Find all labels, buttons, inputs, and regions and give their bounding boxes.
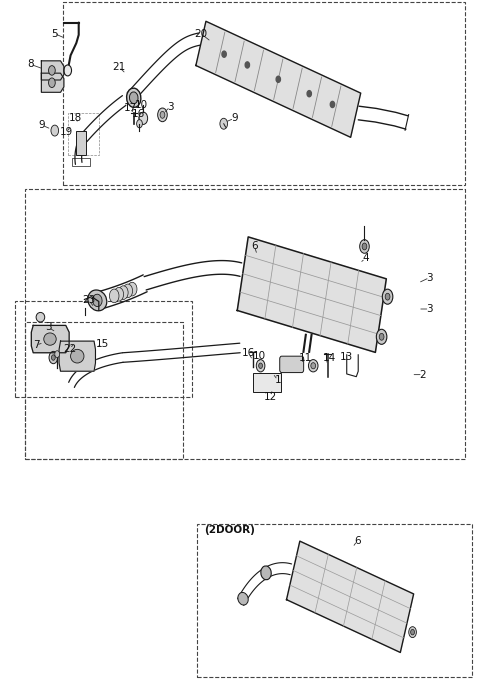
Polygon shape — [59, 341, 96, 371]
Text: 19: 19 — [60, 127, 73, 137]
Text: 9: 9 — [38, 120, 45, 130]
Text: 3: 3 — [426, 273, 433, 282]
Bar — [15, 301, 192, 397]
Text: 18: 18 — [69, 112, 83, 123]
Text: 1: 1 — [275, 375, 281, 385]
Bar — [72, 158, 90, 166]
Ellipse shape — [44, 333, 56, 345]
Circle shape — [48, 66, 55, 75]
Text: 8: 8 — [27, 60, 34, 69]
Circle shape — [259, 363, 263, 369]
Text: 15: 15 — [96, 339, 109, 349]
Ellipse shape — [93, 295, 102, 307]
Text: 14: 14 — [323, 353, 336, 363]
Circle shape — [49, 351, 58, 364]
Text: 3: 3 — [45, 323, 52, 332]
Text: 17: 17 — [124, 103, 137, 113]
FancyBboxPatch shape — [280, 356, 304, 373]
Circle shape — [222, 51, 226, 58]
Circle shape — [160, 112, 165, 119]
Polygon shape — [31, 325, 69, 353]
Circle shape — [123, 284, 132, 298]
Circle shape — [409, 627, 416, 638]
Circle shape — [276, 76, 280, 82]
Ellipse shape — [130, 92, 138, 103]
Polygon shape — [287, 541, 414, 653]
Text: 16: 16 — [132, 109, 145, 119]
Circle shape — [114, 288, 123, 301]
Circle shape — [64, 65, 72, 76]
Text: 20: 20 — [194, 29, 207, 38]
Text: 12: 12 — [264, 392, 277, 401]
Ellipse shape — [261, 566, 271, 580]
Circle shape — [411, 630, 414, 635]
Ellipse shape — [71, 349, 84, 363]
Text: 7: 7 — [33, 340, 39, 350]
Ellipse shape — [88, 290, 107, 311]
Circle shape — [362, 243, 367, 250]
Circle shape — [109, 289, 119, 303]
Circle shape — [376, 329, 387, 345]
Bar — [253, 373, 281, 392]
Text: 6: 6 — [354, 536, 360, 546]
Circle shape — [385, 293, 390, 300]
Text: 3: 3 — [167, 101, 173, 112]
Text: 16: 16 — [242, 349, 255, 358]
Ellipse shape — [238, 593, 248, 605]
Circle shape — [51, 355, 55, 360]
Circle shape — [245, 62, 250, 68]
Polygon shape — [237, 237, 386, 352]
Text: 5: 5 — [51, 29, 58, 38]
Circle shape — [379, 334, 384, 340]
Circle shape — [382, 289, 393, 304]
Polygon shape — [196, 21, 360, 137]
Text: 11: 11 — [299, 353, 312, 362]
Text: 23: 23 — [82, 295, 96, 305]
Ellipse shape — [309, 360, 318, 372]
Circle shape — [137, 120, 143, 128]
Circle shape — [330, 101, 335, 108]
Bar — [68, 114, 99, 155]
Circle shape — [127, 282, 137, 296]
Circle shape — [256, 360, 265, 372]
Circle shape — [51, 125, 59, 136]
Circle shape — [360, 240, 369, 253]
Ellipse shape — [127, 88, 141, 108]
Text: 4: 4 — [362, 253, 369, 264]
Text: 22: 22 — [63, 344, 76, 353]
Text: 6: 6 — [251, 241, 258, 251]
Ellipse shape — [311, 362, 316, 369]
Circle shape — [139, 112, 148, 125]
Text: 2: 2 — [420, 370, 426, 379]
Polygon shape — [41, 73, 64, 92]
Circle shape — [307, 90, 312, 97]
Bar — [76, 132, 86, 155]
Text: 9: 9 — [231, 113, 238, 123]
Ellipse shape — [36, 312, 45, 322]
Bar — [63, 2, 465, 185]
Circle shape — [48, 78, 55, 88]
Text: 3: 3 — [426, 304, 433, 314]
Bar — [24, 188, 465, 459]
Bar — [197, 523, 472, 677]
Text: 21: 21 — [112, 62, 126, 72]
Polygon shape — [41, 61, 64, 80]
Circle shape — [119, 286, 128, 299]
Bar — [24, 322, 182, 459]
Text: 13: 13 — [340, 352, 353, 362]
Circle shape — [55, 351, 60, 358]
Text: 10: 10 — [135, 99, 148, 110]
Circle shape — [220, 119, 228, 129]
Circle shape — [157, 108, 167, 122]
Text: 10: 10 — [253, 351, 266, 361]
Text: (2DOOR): (2DOOR) — [204, 525, 255, 535]
